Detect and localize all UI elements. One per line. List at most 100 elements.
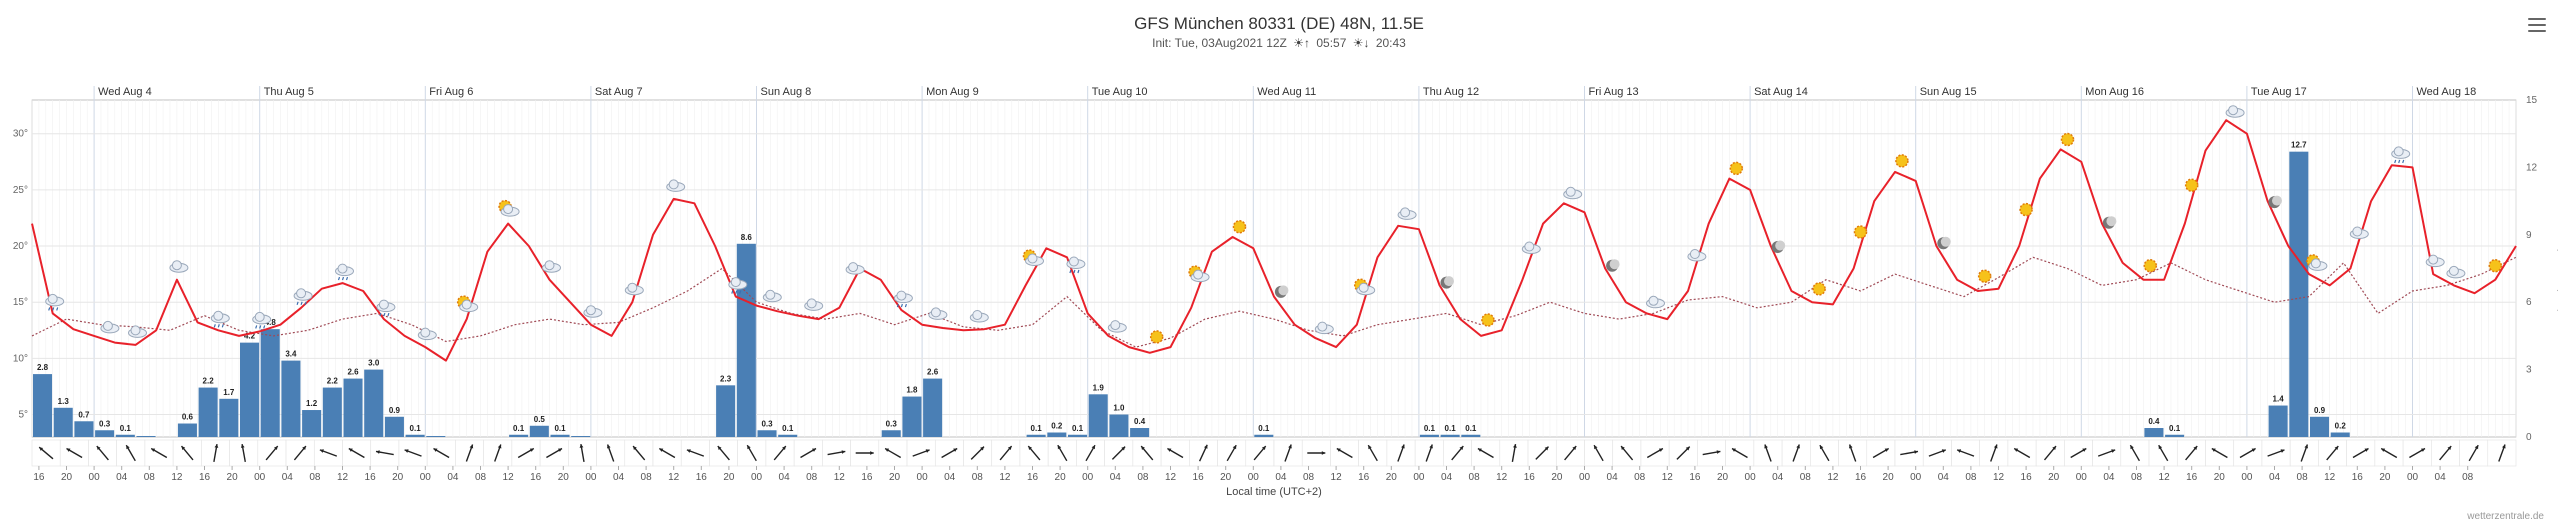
chart-menu-button[interactable] — [2528, 18, 2546, 32]
wind-arrowhead — [1477, 448, 1482, 452]
precip-bar — [260, 329, 280, 437]
precip-bar — [1461, 434, 1481, 437]
hour-tick-label: 20 — [1883, 472, 1895, 483]
hour-tick-label: 08 — [806, 472, 818, 483]
precip-bar — [198, 387, 218, 437]
wind-arrowhead — [1621, 446, 1625, 450]
precip-value-label: 0.1 — [782, 424, 794, 433]
sun-weather-icon — [1895, 154, 1909, 168]
cloud-weather-icon — [624, 282, 644, 296]
credit-label[interactable]: wetterzentrale.de — [2467, 511, 2544, 522]
sun-weather-icon — [1729, 161, 1744, 176]
precip-bar — [509, 434, 529, 437]
day-label: Mon Aug 9 — [926, 86, 979, 98]
wind-arrowhead — [469, 444, 474, 449]
precip-bar — [1109, 414, 1129, 437]
wind-arrowhead — [980, 446, 984, 451]
precip-bar — [74, 421, 94, 437]
cloud-weather-icon — [762, 289, 782, 303]
precip-value-label: 1.8 — [906, 386, 918, 395]
wind-arrowhead — [529, 448, 534, 452]
hour-tick-label: 20 — [558, 472, 570, 483]
wind-arrowhead — [1513, 444, 1517, 448]
wind-arrowhead — [2474, 445, 2479, 450]
suncloud-weather-icon — [1022, 249, 1044, 266]
wind-arrowhead — [274, 446, 278, 450]
moon-weather-icon — [1274, 285, 1289, 298]
precip-value-label: 2.8 — [37, 363, 49, 372]
precip-bar — [405, 434, 425, 437]
hour-tick-label: 20 — [1220, 472, 1232, 483]
temp-tick-label: 20° — [13, 241, 28, 252]
wind-arrowhead — [579, 444, 584, 448]
hour-tick-label: 04 — [282, 472, 294, 483]
precip-value-label: 4.8 — [265, 318, 277, 327]
wind-arrowhead — [2251, 448, 2256, 452]
hour-tick-label: 16 — [199, 472, 211, 483]
precip-value-label: 2.6 — [927, 368, 939, 377]
precip-value-label: 3.4 — [285, 350, 297, 359]
precip-value-label: 0.1 — [1072, 424, 1084, 433]
precip-value-label: 1.3 — [58, 397, 70, 406]
rain-weather-icon — [45, 293, 65, 311]
hour-tick-label: 08 — [1800, 472, 1812, 483]
precip-bar — [736, 243, 756, 437]
hour-tick-label: 00 — [1248, 472, 1260, 483]
precip-bar — [2289, 151, 2309, 437]
hour-tick-label: 12 — [1827, 472, 1839, 483]
day-label: Fri Aug 6 — [429, 86, 473, 98]
temp-tick-label: 30° — [13, 129, 28, 140]
hour-tick-label: 12 — [2159, 472, 2171, 483]
precip-bar — [716, 385, 736, 437]
precip-bar — [302, 410, 322, 437]
hour-tick-label: 00 — [585, 472, 597, 483]
sunset-time: 20:43 — [1375, 36, 1406, 50]
hour-tick-label: 08 — [2131, 472, 2143, 483]
day-label: Thu Aug 5 — [264, 86, 314, 98]
wind-arrowhead — [841, 450, 846, 454]
hour-tick-label: 00 — [1413, 472, 1425, 483]
sun-weather-icon — [1853, 225, 1868, 239]
wind-arrowhead — [1732, 448, 1736, 452]
precip-value-label: 1.4 — [2273, 395, 2285, 404]
precip-value-label: 8.6 — [741, 233, 753, 242]
cloud-weather-icon — [128, 325, 147, 338]
wind-arrowhead — [1459, 446, 1464, 450]
hour-tick-label: 16 — [1358, 472, 1370, 483]
wind-arrowhead — [1007, 446, 1012, 450]
hour-tick-label: 12 — [2324, 472, 2336, 483]
precip-bar — [136, 436, 156, 437]
precip-bar — [902, 396, 922, 437]
hour-tick-label: 00 — [2407, 472, 2419, 483]
precip-value-label: 0.5 — [534, 415, 546, 424]
day-label: Sun Aug 15 — [1920, 86, 1977, 98]
cloud-weather-icon — [1107, 320, 1127, 333]
wind-arrowhead — [1849, 444, 1853, 449]
precip-bar — [33, 374, 53, 437]
cloud-weather-icon — [542, 260, 561, 273]
cloud-weather-icon — [1314, 321, 1334, 335]
hour-tick-label: 00 — [420, 472, 432, 483]
precip-tick-label: 12 — [2526, 162, 2538, 173]
precip-value-label: 1.9 — [1093, 383, 1105, 392]
precip-value-label: 2.2 — [203, 377, 215, 386]
precip-value-label: 0.1 — [1445, 424, 1457, 433]
wind-arrowhead — [1941, 449, 1946, 453]
cloud-weather-icon — [928, 307, 948, 320]
temp-tick-label: 25° — [13, 185, 28, 196]
suncloud-weather-icon — [1188, 265, 1210, 283]
day-label: Sat Aug 7 — [595, 86, 643, 98]
hour-tick-label: 04 — [2269, 472, 2281, 483]
wind-arrowhead — [2082, 448, 2087, 452]
precip-bar — [426, 436, 446, 437]
precip-value-label: 0.1 — [1258, 424, 1270, 433]
hour-tick-label: 00 — [1745, 472, 1757, 483]
hour-tick-label: 20 — [2048, 472, 2060, 483]
wind-arrowhead — [1993, 444, 1998, 449]
hour-tick-label: 20 — [61, 472, 73, 483]
sun-weather-icon — [2019, 202, 2033, 217]
precip-value-label: 2.3 — [720, 374, 732, 383]
precip-bar — [778, 434, 798, 437]
precip-value-label: 0.4 — [2148, 417, 2160, 426]
rain-weather-icon — [893, 290, 913, 308]
